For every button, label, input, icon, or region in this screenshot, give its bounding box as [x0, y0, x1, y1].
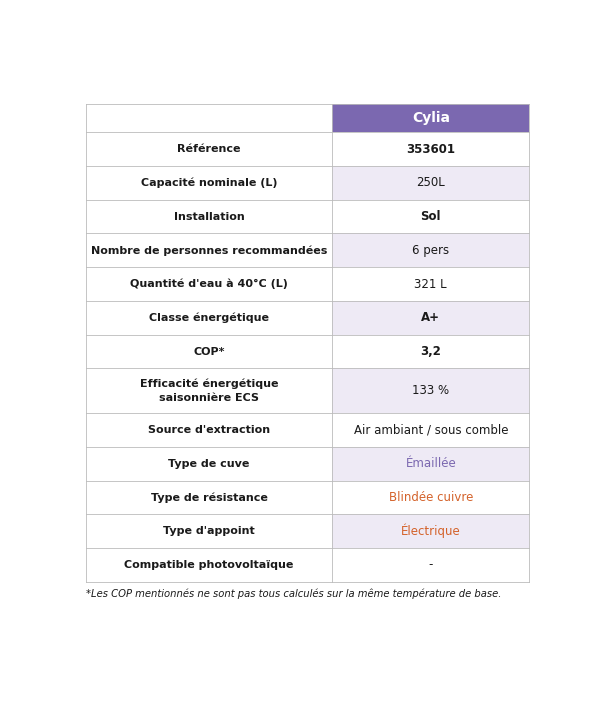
Text: -: - [429, 559, 433, 571]
Text: 6 pers: 6 pers [412, 244, 449, 257]
Bar [332, 233, 529, 267]
Bar [332, 481, 529, 515]
Text: Type de cuve: Type de cuve [169, 459, 250, 469]
Text: Source d'extraction: Source d'extraction [148, 425, 270, 435]
Text: Compatible photovoltaïque: Compatible photovoltaïque [125, 560, 294, 570]
Bar [332, 515, 529, 548]
Text: Capacité nominale (L): Capacité nominale (L) [141, 177, 277, 188]
Text: 321 L: 321 L [414, 278, 447, 291]
Bar [332, 413, 529, 447]
Text: Air ambiant / sous comble: Air ambiant / sous comble [353, 423, 508, 436]
Bar [332, 368, 529, 413]
Bar [332, 104, 529, 132]
Text: Nombre de personnes recommandées: Nombre de personnes recommandées [91, 245, 327, 256]
Text: Quantité d'eau à 40°C (L): Quantité d'eau à 40°C (L) [130, 279, 288, 289]
Text: A+: A+ [421, 311, 440, 325]
Bar [86, 267, 332, 301]
Bar [332, 199, 529, 233]
Bar [86, 233, 332, 267]
Bar [332, 166, 529, 199]
Text: Sol: Sol [421, 210, 441, 223]
Bar [86, 132, 332, 166]
Text: Installation: Installation [173, 211, 244, 221]
Bar [86, 301, 332, 334]
Bar [86, 413, 332, 447]
Bar [86, 481, 332, 515]
Text: Référence: Référence [178, 144, 241, 154]
Bar [86, 548, 332, 582]
Text: Blindée cuivre: Blindée cuivre [389, 491, 473, 504]
Text: Émaillée: Émaillée [405, 457, 456, 470]
Bar [332, 447, 529, 481]
Bar [86, 199, 332, 233]
Text: Cylia: Cylia [412, 111, 450, 125]
Bar [86, 104, 332, 132]
Bar [86, 368, 332, 413]
Text: Type d'appoint: Type d'appoint [163, 526, 255, 536]
Bar [86, 334, 332, 368]
Bar [332, 301, 529, 334]
Text: 250L: 250L [417, 176, 445, 189]
Text: 133 %: 133 % [412, 385, 449, 397]
Text: 3,2: 3,2 [420, 345, 441, 358]
Bar [332, 267, 529, 301]
Bar [332, 548, 529, 582]
Text: Efficacité énergétique
saisonnière ECS: Efficacité énergétique saisonnière ECS [140, 379, 278, 403]
Bar [86, 447, 332, 481]
Text: COP*: COP* [193, 346, 225, 356]
Text: Classe énergétique: Classe énergétique [149, 312, 269, 323]
Bar [332, 334, 529, 368]
Text: Électrique: Électrique [401, 524, 461, 539]
Bar [86, 515, 332, 548]
Text: 353601: 353601 [406, 143, 455, 156]
Bar [332, 132, 529, 166]
Text: Type de résistance: Type de résistance [151, 492, 268, 503]
Text: *Les COP mentionnés ne sont pas tous calculés sur la même température de base.: *Les COP mentionnés ne sont pas tous cal… [86, 588, 501, 599]
Bar [86, 166, 332, 199]
